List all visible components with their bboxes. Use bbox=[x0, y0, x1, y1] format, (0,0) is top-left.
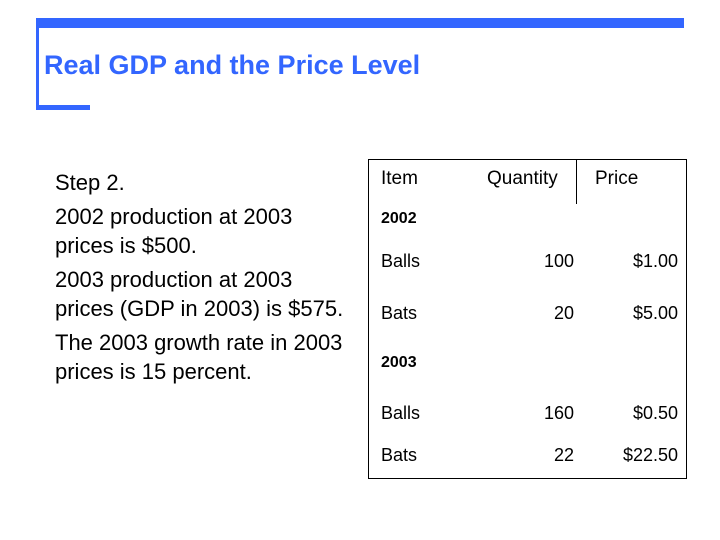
paragraph-2002-production: 2002 production at 2003 prices is $500. bbox=[55, 204, 293, 258]
body-text: Step 2. 2002 production at 2003 prices i… bbox=[55, 168, 350, 391]
row-price: $1.00 bbox=[632, 251, 678, 271]
accent-bar-top bbox=[36, 18, 684, 28]
paragraph-step: Step 2. bbox=[55, 170, 125, 195]
accent-bar-bottom bbox=[36, 105, 90, 110]
paragraph-growth-rate: The 2003 growth rate in 2003 prices is 1… bbox=[55, 330, 343, 384]
header-item: Item bbox=[381, 168, 418, 189]
row-quantity: 160 bbox=[543, 403, 574, 423]
data-table: Item Quantity Price 2002 Balls 100 $1.00… bbox=[368, 159, 687, 479]
row-item: Bats bbox=[381, 303, 418, 323]
accent-bar-left bbox=[36, 18, 39, 108]
row-price: $22.50 bbox=[622, 445, 678, 465]
row-item: Balls bbox=[381, 251, 421, 271]
row-quantity: 22 bbox=[553, 445, 574, 465]
row-quantity: 100 bbox=[543, 251, 574, 271]
year-label-2003: 2003 bbox=[381, 354, 417, 371]
header-divider bbox=[576, 160, 577, 204]
row-price: $5.00 bbox=[632, 303, 678, 323]
table-frame: Item Quantity Price 2002 Balls 100 $1.00… bbox=[368, 159, 687, 479]
year-label-2002: 2002 bbox=[381, 210, 417, 227]
row-item: Balls bbox=[381, 403, 421, 423]
row-price: $0.50 bbox=[632, 403, 678, 423]
slide-title: Real GDP and the Price Level bbox=[44, 50, 421, 80]
header-price: Price bbox=[595, 168, 639, 189]
row-item: Bats bbox=[381, 445, 418, 465]
header-quantity: Quantity bbox=[487, 168, 558, 189]
paragraph-2003-production: 2003 production at 2003 prices (GDP in 2… bbox=[55, 267, 344, 321]
row-quantity: 20 bbox=[553, 303, 574, 323]
